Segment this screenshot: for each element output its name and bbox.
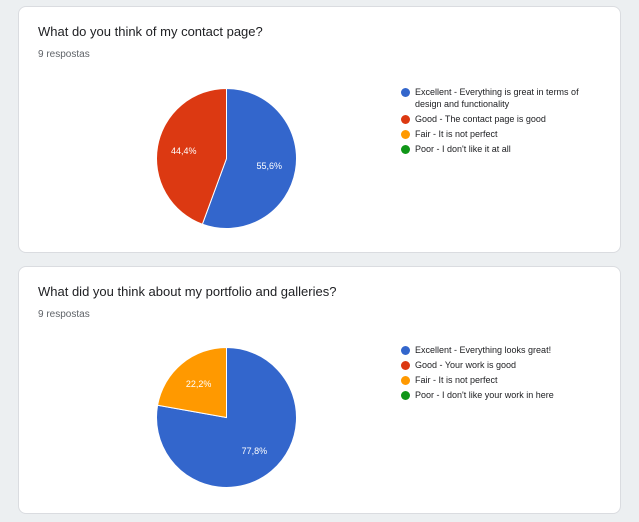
legend-dot-icon bbox=[401, 391, 410, 401]
legend-label: Good - Your work is good bbox=[415, 359, 517, 370]
legend-label: Excellent - Everything is great in terms… bbox=[415, 87, 579, 109]
chart-legend: Excellent - Everything is great in terms… bbox=[401, 87, 601, 159]
legend-item-poor[interactable]: Poor - I don't like your work in here bbox=[401, 390, 601, 402]
legend-label: Excellent - Everything looks great! bbox=[415, 345, 552, 355]
question-title: What do you think of my contact page? bbox=[38, 24, 263, 39]
legend-item-good[interactable]: Good - Your work is good bbox=[401, 360, 601, 372]
legend-dot-icon bbox=[401, 361, 410, 371]
pie-slice-excellent[interactable] bbox=[201, 87, 297, 229]
legend-dot-icon bbox=[401, 144, 410, 154]
legend-label: Fair - It is not perfect bbox=[415, 374, 498, 385]
pie-slice-label: 77,8% bbox=[242, 446, 268, 456]
pie-chart-svg: 55,6% 44,4% bbox=[156, 87, 297, 229]
legend-dot-icon bbox=[401, 376, 410, 386]
pie-slice-label: 55,6% bbox=[256, 161, 282, 171]
legend-item-excellent[interactable]: Excellent - Everything is great in terms… bbox=[401, 87, 601, 110]
legend-item-excellent[interactable]: Excellent - Everything looks great! bbox=[401, 345, 601, 357]
legend-item-poor[interactable]: Poor - I don't like it at all bbox=[401, 144, 601, 156]
pie-slice-good[interactable] bbox=[156, 87, 227, 225]
legend-item-fair[interactable]: Fair - It is not perfect bbox=[401, 375, 601, 387]
pie-slice-fair[interactable] bbox=[157, 346, 227, 419]
chart-legend: Excellent - Everything looks great! Good… bbox=[401, 345, 601, 405]
legend-dot-icon bbox=[401, 88, 410, 98]
response-count: 9 respostas bbox=[38, 49, 90, 60]
legend-dot-icon bbox=[401, 114, 410, 124]
legend-label: Fair - It is not perfect bbox=[415, 128, 498, 139]
question-card-portfolio: What did you think about my portfolio an… bbox=[18, 266, 621, 514]
question-card-contact-page: What do you think of my contact page? 9 … bbox=[18, 6, 621, 253]
response-count: 9 respostas bbox=[38, 309, 90, 320]
pie-chart: 77,8% 22,2% bbox=[155, 346, 298, 489]
question-title: What did you think about my portfolio an… bbox=[38, 284, 337, 299]
legend-label: Poor - I don't like your work in here bbox=[415, 389, 554, 400]
legend-item-fair[interactable]: Fair - It is not perfect bbox=[401, 129, 601, 141]
pie-slice-label: 22,2% bbox=[186, 379, 212, 389]
legend-label: Poor - I don't like it at all bbox=[415, 143, 511, 154]
legend-label: Good - The contact page is good bbox=[415, 113, 546, 124]
pie-slice-label: 44,4% bbox=[171, 146, 197, 156]
legend-item-good[interactable]: Good - The contact page is good bbox=[401, 114, 601, 126]
pie-chart: 55,6% 44,4% bbox=[155, 87, 298, 230]
pie-chart-svg: 77,8% 22,2% bbox=[156, 346, 297, 488]
legend-dot-icon bbox=[401, 129, 410, 139]
legend-dot-icon bbox=[401, 346, 410, 356]
